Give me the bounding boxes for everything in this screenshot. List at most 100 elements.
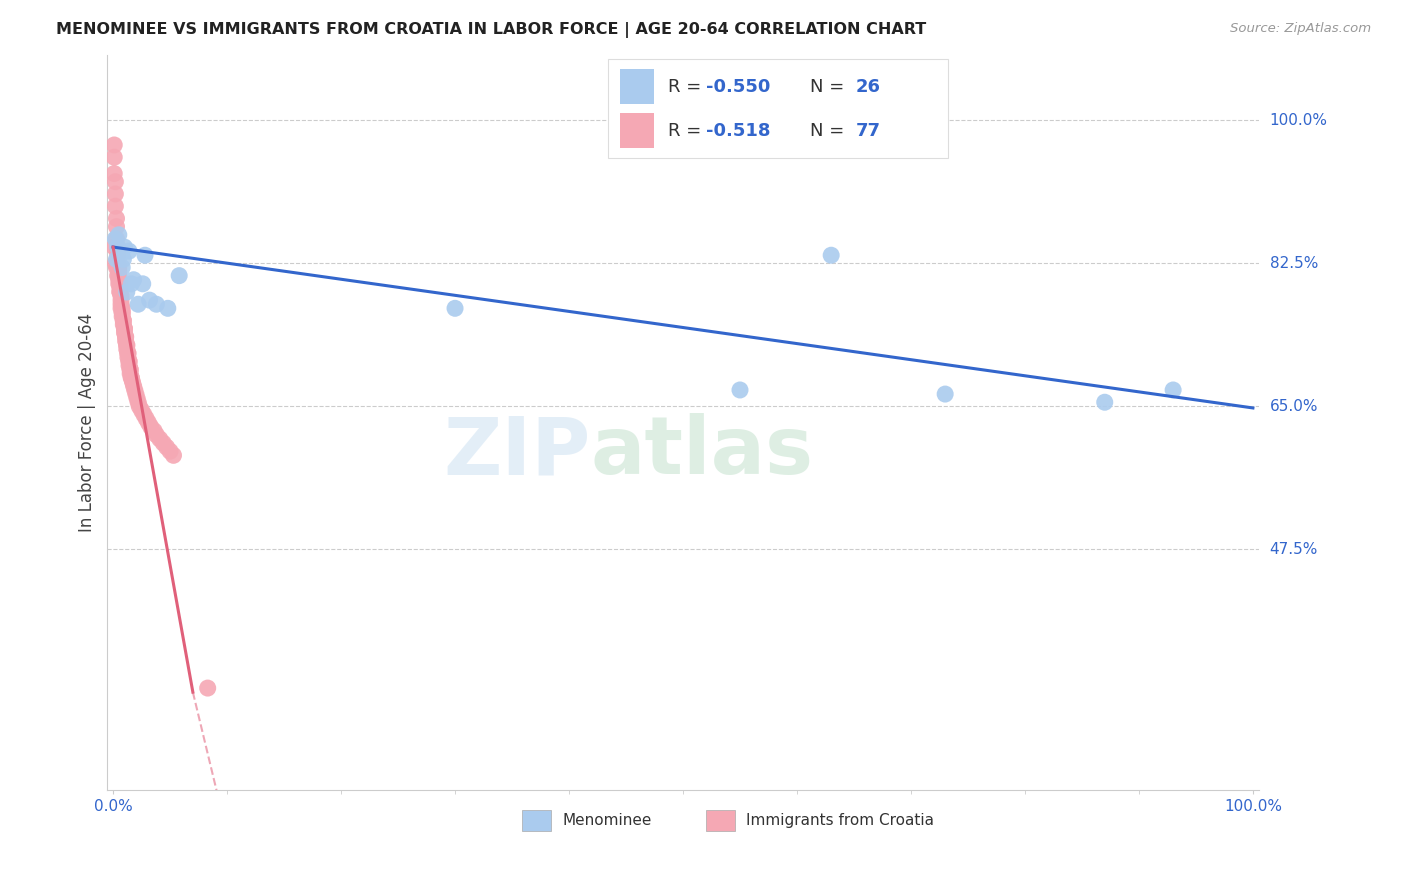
Point <box>107 277 129 291</box>
Point <box>120 362 142 376</box>
Text: N =: N = <box>810 122 849 140</box>
Point <box>120 362 142 376</box>
Point <box>934 387 956 401</box>
Point <box>107 256 129 270</box>
FancyBboxPatch shape <box>620 69 654 104</box>
Point <box>444 301 467 316</box>
Point <box>128 400 150 414</box>
Point <box>117 346 139 360</box>
Point <box>139 419 162 434</box>
Point <box>114 330 136 344</box>
FancyBboxPatch shape <box>609 59 948 158</box>
Point <box>120 277 142 291</box>
Point <box>114 334 136 348</box>
Point <box>117 346 139 360</box>
Point <box>114 322 136 336</box>
Point <box>105 260 128 275</box>
Point <box>110 289 132 303</box>
Text: Menominee: Menominee <box>562 813 651 828</box>
Point <box>110 244 132 259</box>
Point <box>121 375 143 389</box>
Point <box>114 330 136 344</box>
Point <box>127 297 149 311</box>
Point <box>103 138 125 153</box>
Point <box>107 264 129 278</box>
Point <box>111 301 134 316</box>
Text: -0.550: -0.550 <box>706 78 770 95</box>
Point <box>118 244 141 259</box>
Text: N =: N = <box>810 78 849 95</box>
Point <box>114 322 136 336</box>
Point <box>105 211 128 226</box>
Point <box>104 186 127 201</box>
Point <box>152 436 174 450</box>
Point <box>120 370 142 384</box>
Point <box>124 383 146 397</box>
Point <box>112 252 135 267</box>
Point <box>107 268 129 283</box>
Point <box>118 359 141 373</box>
Text: ZIP: ZIP <box>444 413 591 491</box>
Point <box>149 432 172 446</box>
Point <box>108 285 131 299</box>
FancyBboxPatch shape <box>620 113 654 148</box>
Point <box>134 248 156 262</box>
Point <box>117 351 139 365</box>
Point <box>118 354 141 368</box>
Point <box>110 293 132 307</box>
Text: Source: ZipAtlas.com: Source: ZipAtlas.com <box>1230 22 1371 36</box>
Point <box>108 277 131 291</box>
Point <box>107 260 129 275</box>
Text: atlas: atlas <box>591 413 814 491</box>
Point <box>156 440 179 454</box>
Point <box>162 448 184 462</box>
Point <box>103 167 125 181</box>
Point <box>132 277 155 291</box>
Point <box>115 342 138 356</box>
Text: MENOMINEE VS IMMIGRANTS FROM CROATIA IN LABOR FORCE | AGE 20-64 CORRELATION CHAR: MENOMINEE VS IMMIGRANTS FROM CROATIA IN … <box>56 22 927 38</box>
Point <box>111 305 134 319</box>
Y-axis label: In Labor Force | Age 20-64: In Labor Force | Age 20-64 <box>79 313 96 533</box>
Point <box>111 260 134 275</box>
Point <box>118 354 141 368</box>
Point <box>107 248 129 262</box>
Point <box>125 391 148 405</box>
Point <box>104 256 127 270</box>
Point <box>1094 395 1116 409</box>
Point <box>104 199 127 213</box>
Point <box>107 244 129 259</box>
Text: -0.518: -0.518 <box>706 122 770 140</box>
Point <box>107 240 129 254</box>
Text: 47.5%: 47.5% <box>1270 541 1317 557</box>
Text: 82.5%: 82.5% <box>1270 256 1317 271</box>
Point <box>114 326 136 340</box>
Point <box>131 403 153 417</box>
Point <box>107 273 129 287</box>
Point <box>135 411 157 425</box>
Point <box>108 285 131 299</box>
Text: 26: 26 <box>856 78 880 95</box>
Point <box>115 338 138 352</box>
Point <box>107 240 129 254</box>
Text: Immigrants from Croatia: Immigrants from Croatia <box>747 813 935 828</box>
Point <box>114 240 136 254</box>
Text: R =: R = <box>668 78 707 95</box>
Point <box>820 248 842 262</box>
Point <box>110 297 132 311</box>
Point <box>145 297 167 311</box>
Text: 100.0%: 100.0% <box>1270 113 1327 128</box>
FancyBboxPatch shape <box>706 810 735 830</box>
Point <box>138 293 160 307</box>
Point <box>122 273 145 287</box>
Point <box>103 240 125 254</box>
Point <box>111 305 134 319</box>
Point <box>111 310 134 324</box>
Point <box>1161 383 1184 397</box>
Text: R =: R = <box>668 122 707 140</box>
Point <box>120 370 142 384</box>
Point <box>105 232 128 246</box>
Point <box>107 227 129 242</box>
Text: 77: 77 <box>856 122 880 140</box>
Point <box>112 313 135 327</box>
Point <box>145 428 167 442</box>
